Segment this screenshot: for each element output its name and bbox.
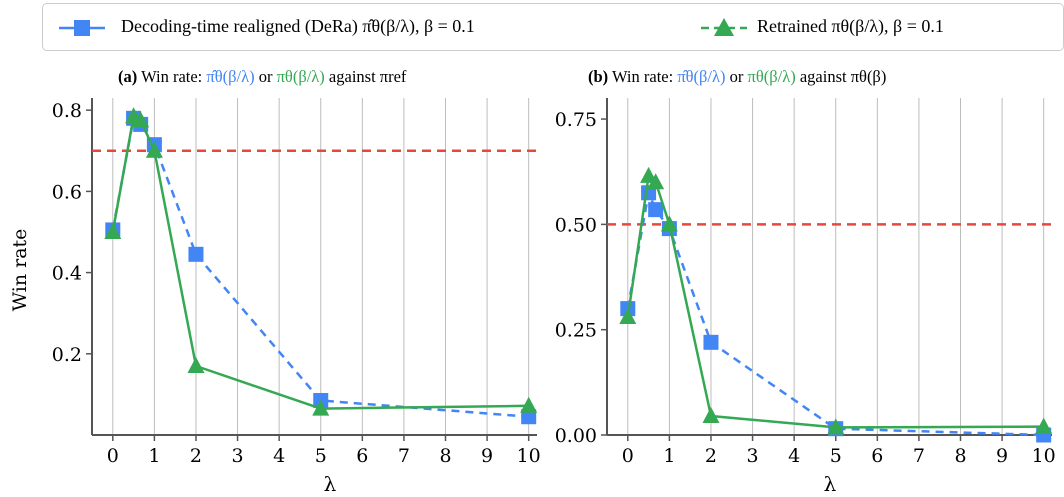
- panel-b-point-retrained: [619, 308, 637, 325]
- panel-b-point-dera: [703, 334, 719, 350]
- panel-a-title-retrained: πθ(β/λ): [276, 67, 325, 86]
- panel-b-x-tick-label: 4: [788, 445, 800, 467]
- panel-b-title: (b) Win rate: π̂θ(β/λ) or πθ(β/λ) agains…: [588, 67, 886, 87]
- panel-b-title-text: Win rate:: [612, 67, 674, 86]
- panel-a-point-retrained: [104, 222, 122, 239]
- panel-b-title-retrained: πθ(β/λ): [747, 67, 796, 86]
- panel-b-y-tick-label: 0.25: [555, 320, 597, 342]
- panel-a-point-retrained: [145, 141, 163, 158]
- panel-b-point-retrained: [702, 407, 720, 424]
- panel-b-y-tick-label: 0.50: [555, 214, 597, 236]
- panel-a-point-retrained: [312, 399, 330, 416]
- panel-b-x-tick-label: 8: [954, 445, 966, 467]
- panel-a-x-tick-label: 3: [232, 445, 244, 467]
- panel-b-x-tick-label: 3: [747, 445, 759, 467]
- panel-a-y-tick-label: 0.4: [52, 263, 82, 285]
- legend-marker-square: [74, 20, 90, 36]
- legend-marker-triangle: [714, 18, 734, 36]
- panel-b-x-tick-label: 6: [871, 445, 883, 467]
- panel-b-x-tick-label: 0: [622, 445, 634, 467]
- legend: Decoding-time realigned (DeRa) π̂θ(β/λ),…: [42, 3, 1064, 51]
- panel-a-y-tick-label: 0.8: [52, 100, 82, 122]
- panel-b-prefix: (b): [588, 67, 609, 86]
- panel-a-x-tick-label: 8: [439, 445, 451, 467]
- panel-b-x-tick-label: 2: [705, 445, 717, 467]
- panel-b-y-tick-label: 0.75: [555, 109, 597, 131]
- panel-b-point-retrained: [647, 173, 665, 190]
- panel-a-title-or: or: [258, 67, 273, 86]
- panel-a-x-tick-label: 10: [517, 445, 541, 467]
- panel-b-x-tick-label: 10: [1032, 445, 1056, 467]
- panel-a-ylabel: Win rate: [9, 229, 31, 312]
- panel-a-title-dera: π̂θ(β/λ): [206, 67, 255, 86]
- panel-a-x-tick-label: 6: [356, 445, 368, 467]
- legend-swatches: [59, 18, 747, 36]
- panel-b-point-dera: [648, 202, 664, 218]
- panel-b-x-tick-label: 9: [996, 445, 1008, 467]
- panel-a-point-dera: [521, 409, 537, 425]
- panel-a-xlabel: λ: [324, 472, 337, 496]
- panel-b-title-dera: π̂θ(β/λ): [677, 67, 726, 86]
- panel-b-x-tick-label: 1: [663, 445, 675, 467]
- panel-b-x-tick-label: 5: [830, 445, 842, 467]
- panel-a-x-tick-label: 9: [481, 445, 493, 467]
- panel-b-title-or: or: [729, 67, 744, 86]
- legend-label-retrained: Retrained πθ(β/λ), β = 0.1: [757, 16, 944, 36]
- panel-a-point-retrained: [132, 111, 150, 128]
- panel-b-point-retrained: [660, 215, 678, 232]
- panel-a-point-retrained: [187, 356, 205, 373]
- panel-a-x-tick-label: 7: [398, 445, 410, 467]
- panel-b-point-retrained: [827, 418, 845, 435]
- panel-a-point-retrained: [520, 396, 538, 413]
- panel-a-title-suffix: against πref: [328, 67, 407, 86]
- panel-b-y-tick-label: 0.00: [555, 425, 597, 447]
- panel-b-x-tick-label: 7: [913, 445, 925, 467]
- panel-b-title-suffix: against πθ(β): [799, 67, 887, 86]
- panel-a-point-dera: [188, 246, 204, 262]
- panel-b-point-retrained: [1035, 417, 1053, 434]
- panel-a-y-tick-label: 0.6: [52, 181, 82, 203]
- panel-a-prefix: (a): [118, 67, 138, 86]
- panel-a-x-tick-label: 1: [148, 445, 160, 467]
- panel-a-x-tick-label: 0: [107, 445, 119, 467]
- panel-a-x-tick-label: 5: [315, 445, 327, 467]
- panel-a-x-tick-label: 4: [273, 445, 285, 467]
- panel-a-title-text: Win rate:: [141, 67, 203, 86]
- legend-label-dera: Decoding-time realigned (DeRa) π̂θ(β/λ),…: [121, 16, 475, 36]
- panel-b-xlabel: λ: [824, 472, 837, 496]
- panel-a-x-tick-label: 2: [190, 445, 202, 467]
- panel-a-y-tick-label: 0.2: [52, 344, 82, 366]
- panel-a-title: (a) Win rate: π̂θ(β/λ) or πθ(β/λ) agains…: [118, 67, 406, 87]
